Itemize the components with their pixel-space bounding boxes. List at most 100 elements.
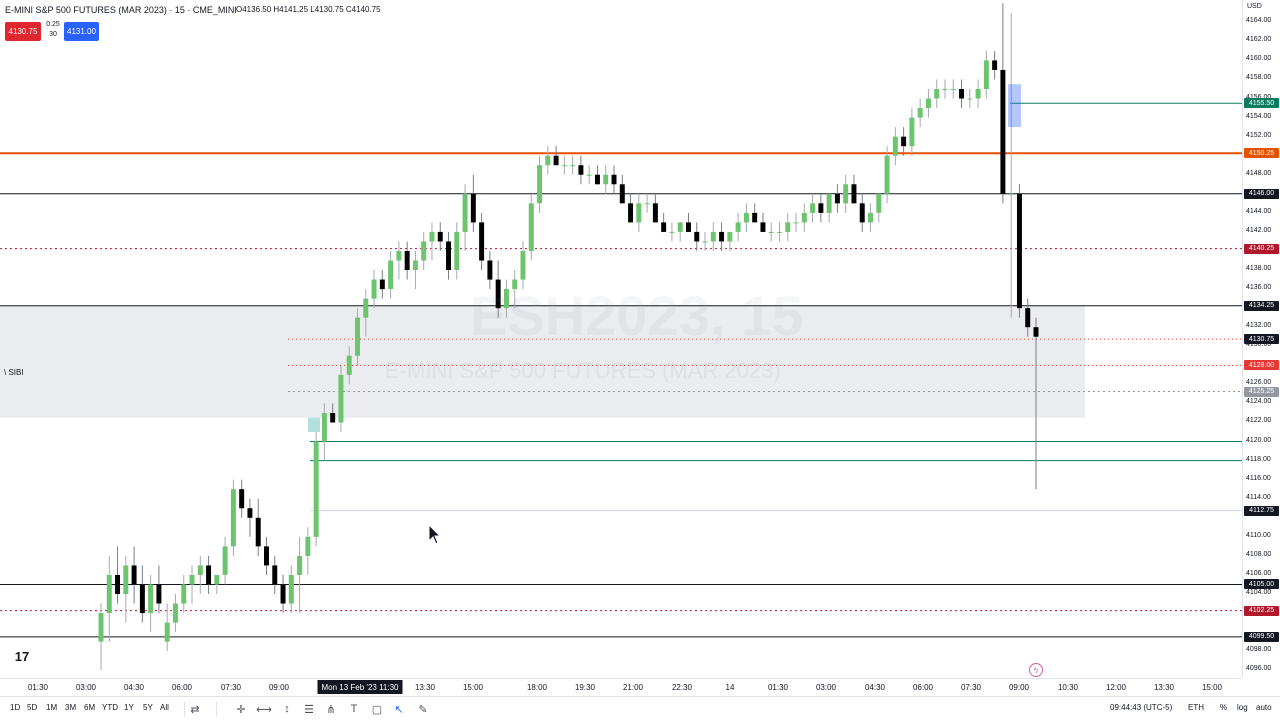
candle-body [917, 108, 923, 118]
candle-body [545, 155, 551, 166]
price-tick-label: 4118.00 [1246, 455, 1271, 463]
spread-display: 0.25 30 [44, 20, 62, 40]
percent-toggle[interactable]: % [1220, 703, 1228, 712]
candle-body [454, 231, 460, 271]
candle-body [264, 546, 269, 566]
candle-body [586, 174, 592, 176]
time-tick-label: 12:00 [1105, 683, 1127, 692]
candle-body [1000, 69, 1006, 194]
candle-body [1025, 308, 1031, 328]
candle-body [992, 60, 998, 70]
price-tick-label: 4114.00 [1246, 493, 1271, 501]
candle-body [371, 279, 377, 299]
price-tag: 4146.00 [1244, 188, 1279, 199]
candle-body [950, 88, 956, 90]
candle-body [313, 441, 319, 537]
date-range-icon[interactable]: ⇄ [190, 703, 200, 716]
sell-button[interactable]: 4130.75 [5, 22, 41, 41]
symbol-title[interactable]: E-MINI S&P 500 FUTURES (MAR 2023) · 15 ·… [5, 5, 237, 15]
candle-body [644, 203, 650, 205]
candle-body [810, 203, 816, 213]
timeframe-3m-button[interactable]: 3M [65, 703, 77, 712]
candle-body [255, 517, 261, 547]
candle-body [967, 98, 973, 100]
pitchfork-icon[interactable]: ⋔ [326, 703, 336, 716]
timeframe-1m-button[interactable]: 1M [46, 703, 58, 712]
candle-body [288, 574, 294, 604]
timeframe-1y-button[interactable]: 1Y [124, 703, 134, 712]
price-axis[interactable]: USD 4164.00 4162.00 4160.00 4158.00 4154.00 4… [1242, 0, 1280, 678]
timeframe-5d-button[interactable]: 5D [27, 703, 38, 712]
candle-body [330, 412, 336, 423]
fib-retracement-icon[interactable]: ☰ [304, 703, 314, 716]
candle-body [156, 584, 162, 604]
text-tool-icon[interactable]: T [350, 703, 358, 715]
price-tick-label: 4160.00 [1246, 55, 1272, 63]
candle-body [619, 184, 625, 204]
candle-body [512, 279, 518, 290]
price-tag: 4140.25 [1244, 243, 1279, 254]
candle-body [214, 574, 220, 585]
crosshair-time-label: Mon 13 Feb '23 11:30 [317, 680, 403, 694]
candle-body [884, 155, 890, 194]
candle-body [346, 355, 352, 375]
bottom-toolbar: 1D 5D 1M 3M 6M YTD 1Y 5Y All ⇄ ✛ ⟷ ↕ ☰ ⋔ T ▢ ↖ ✎… [0, 696, 1280, 721]
candle-body [677, 222, 683, 232]
price-tick-label: 4110.00 [1246, 531, 1271, 539]
horizontal-line-icon[interactable]: ⟷ [256, 703, 272, 716]
rectangle-tool-icon[interactable]: ▢ [371, 703, 383, 716]
chart-canvas[interactable]: ESH2023, 15 E-MINI S&P 500 FUTURES (MAR … [0, 0, 1242, 678]
price-tag: 4128.00 [1244, 360, 1279, 371]
timeframe-ytd-button[interactable]: YTD [102, 703, 118, 712]
candle-body [851, 184, 857, 204]
price-tick-label: 4098.00 [1246, 646, 1272, 654]
candlestick-chart [0, 3, 1242, 671]
crosshair-icon[interactable]: ✛ [236, 703, 246, 716]
candle-body [197, 565, 203, 575]
time-tick-label: 14 [725, 683, 735, 692]
candle-body [727, 231, 733, 242]
price-tick-label: 4130.00 [1246, 341, 1272, 349]
auto-toggle[interactable]: auto [1256, 703, 1272, 712]
buy-button[interactable]: 4131.00 [64, 22, 99, 41]
price-tick-label: 4132.00 [1246, 322, 1272, 330]
currency-label[interactable]: USD [1247, 3, 1262, 10]
candle-body [578, 165, 584, 175]
timeframe-5y-button[interactable]: 5Y [143, 703, 153, 712]
price-tick-label: 4116.00 [1246, 474, 1271, 482]
candle-body [892, 136, 898, 156]
timeframe-1d-button[interactable]: 1D [10, 703, 21, 712]
candle-body [181, 584, 187, 604]
candle-body [785, 222, 791, 232]
price-tick-label: 4126.00 [1246, 379, 1272, 387]
candle-body [230, 489, 236, 547]
candle-body [743, 212, 749, 223]
time-tick-label: 01:30 [27, 683, 49, 692]
time-axis[interactable]: 01:30 03:00 04:30 06:00 07:30 09:00 13:30 15:00… [0, 678, 1242, 697]
price-tick-label: 4154.00 [1246, 112, 1272, 120]
vertical-line-icon[interactable]: ↕ [284, 703, 290, 715]
candle-body [669, 231, 675, 233]
brush-tool-icon[interactable]: ✎ [418, 703, 428, 716]
tradingview-logo-icon[interactable]: 17 [9, 644, 35, 668]
mouse-cursor-icon [428, 524, 442, 545]
ohlc-values: O4136.50 H4141.25 L4130.75 C4140.75 [236, 5, 381, 14]
timeframe-6m-button[interactable]: 6M [84, 703, 96, 712]
candle-body [553, 155, 559, 166]
candle-body [975, 88, 981, 99]
session-toggle[interactable]: ETH [1188, 703, 1204, 712]
candle-body [172, 603, 178, 623]
candle-body [189, 574, 195, 585]
candle-body [628, 203, 634, 223]
sibi-zone-label: \ SIBI [4, 368, 24, 377]
candle-body [710, 231, 716, 242]
candle-body [909, 117, 915, 147]
timeframe-all-button[interactable]: All [160, 703, 169, 712]
lightning-icon[interactable]: ϟ [1029, 663, 1043, 677]
time-tick-label: 06:00 [171, 683, 193, 692]
clock-display[interactable]: 09:44:43 (UTC-5) [1110, 703, 1173, 712]
time-tick-label: 10:30 [1057, 683, 1079, 692]
log-toggle[interactable]: log [1237, 703, 1248, 712]
candle-body [834, 193, 840, 204]
arrow-tool-icon[interactable]: ↖ [394, 703, 404, 716]
